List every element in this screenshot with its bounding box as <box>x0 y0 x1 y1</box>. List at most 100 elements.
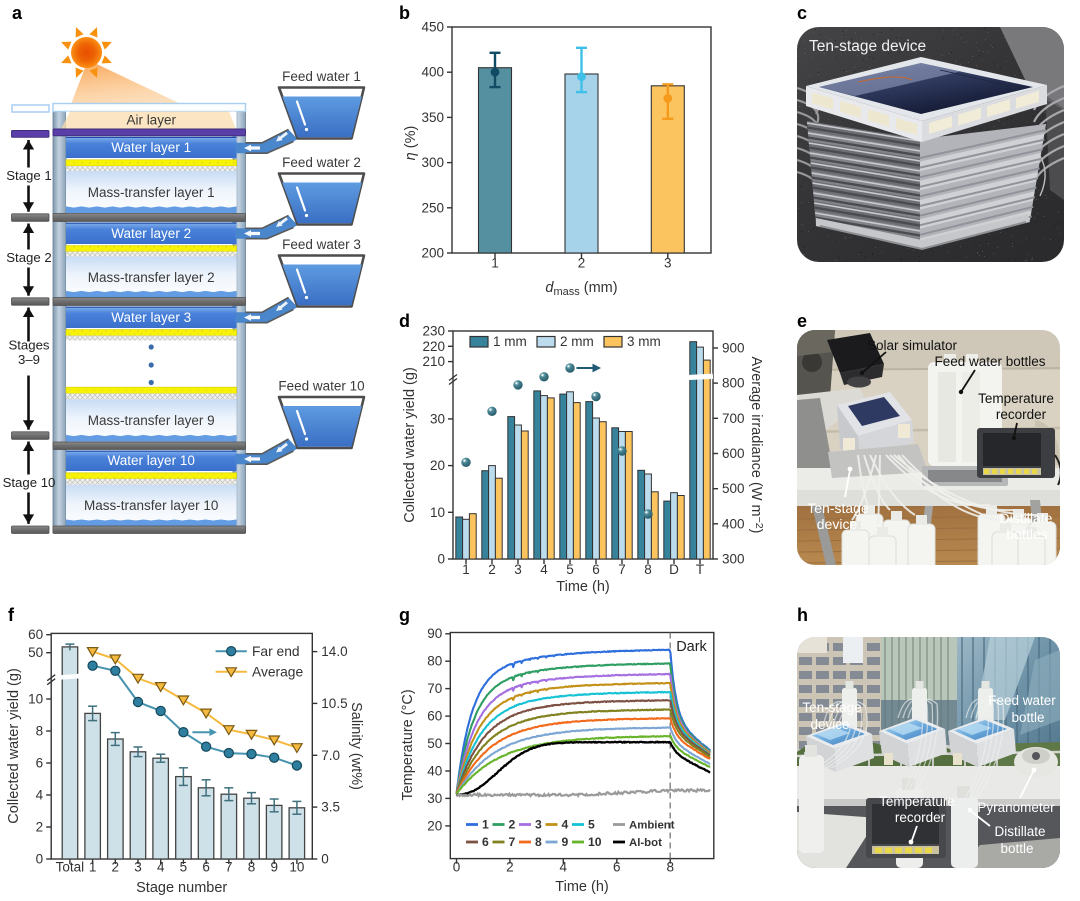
svg-text:3: 3 <box>664 256 672 271</box>
svg-text:Salinity (wt%): Salinity (wt%) <box>348 702 364 790</box>
svg-text:800: 800 <box>722 376 745 391</box>
svg-text:f: f <box>8 605 15 625</box>
svg-text:bottles: bottles <box>1006 526 1047 542</box>
svg-text:Water layer 3: Water layer 3 <box>111 310 191 325</box>
svg-text:Time (h): Time (h) <box>555 879 608 895</box>
svg-text:Mass-transfer layer 2: Mass-transfer layer 2 <box>88 270 215 285</box>
svg-text:Temperature: Temperature <box>879 794 955 809</box>
svg-text:20: 20 <box>427 818 442 833</box>
svg-text:3: 3 <box>514 562 522 577</box>
svg-text:d: d <box>399 311 410 331</box>
svg-text:Stage 10: Stage 10 <box>3 475 56 490</box>
svg-text:2: 2 <box>112 860 120 875</box>
svg-text:recorder: recorder <box>895 810 946 825</box>
svg-text:3–9: 3–9 <box>18 352 40 367</box>
svg-text:Solar simulator: Solar simulator <box>867 338 958 353</box>
svg-text:2: 2 <box>36 820 44 835</box>
svg-text:350: 350 <box>421 110 444 125</box>
svg-text:Feed water: Feed water <box>988 693 1056 708</box>
svg-text:90: 90 <box>427 626 442 641</box>
svg-text:Air layer: Air layer <box>126 113 176 128</box>
svg-text:1: 1 <box>462 562 470 577</box>
svg-text:Feed water 2: Feed water 2 <box>282 155 361 170</box>
svg-text:e: e <box>797 311 807 331</box>
svg-text:Collected water yield (g): Collected water yield (g) <box>402 367 418 523</box>
svg-text:1: 1 <box>491 256 499 271</box>
svg-text:bottle: bottle <box>1011 710 1044 725</box>
svg-text:Total: Total <box>56 860 85 875</box>
svg-text:Ambient: Ambient <box>629 820 675 832</box>
svg-text:8: 8 <box>666 860 674 875</box>
svg-text:10: 10 <box>430 505 445 520</box>
svg-text:9: 9 <box>562 835 569 849</box>
svg-text:1 mm: 1 mm <box>493 334 527 349</box>
svg-text:8: 8 <box>248 860 256 875</box>
svg-text:4: 4 <box>540 562 548 577</box>
svg-text:30: 30 <box>430 411 445 426</box>
svg-text:80: 80 <box>427 654 442 669</box>
svg-text:5: 5 <box>566 562 574 577</box>
svg-text:4: 4 <box>560 860 568 875</box>
svg-text:3.5: 3.5 <box>321 800 340 815</box>
svg-text:Distillate: Distillate <box>1000 510 1053 526</box>
svg-text:Collected water yield (g): Collected water yield (g) <box>6 668 22 824</box>
svg-text:2: 2 <box>578 256 586 271</box>
svg-text:20: 20 <box>430 458 445 473</box>
svg-text:5: 5 <box>180 860 188 875</box>
svg-text:Mass-transfer layer 10: Mass-transfer layer 10 <box>84 498 218 513</box>
svg-text:Stage 1: Stage 1 <box>6 168 51 183</box>
svg-text:6: 6 <box>592 562 600 577</box>
svg-text:b: b <box>399 3 410 23</box>
svg-text:7: 7 <box>225 860 233 875</box>
svg-text:10: 10 <box>588 835 602 849</box>
svg-text:7: 7 <box>618 562 626 577</box>
svg-text:0: 0 <box>437 552 445 567</box>
svg-text:Mass-transfer layer 9: Mass-transfer layer 9 <box>88 413 215 428</box>
svg-text:250: 250 <box>421 200 444 215</box>
svg-text:Stages: Stages <box>8 338 49 353</box>
svg-text:g: g <box>399 605 410 625</box>
svg-text:4: 4 <box>36 788 44 803</box>
svg-text:50: 50 <box>427 736 442 751</box>
svg-text:Ten-stage: Ten-stage <box>807 500 869 516</box>
svg-text:dmass (mm): dmass (mm) <box>545 280 617 298</box>
svg-text:c: c <box>797 3 807 23</box>
svg-text:2: 2 <box>506 860 514 875</box>
svg-text:500: 500 <box>722 481 745 496</box>
svg-text:10: 10 <box>28 692 43 707</box>
svg-text:14.0: 14.0 <box>321 644 347 659</box>
svg-text:400: 400 <box>722 516 745 531</box>
svg-text:Temperature (°C): Temperature (°C) <box>400 689 416 800</box>
svg-text:a: a <box>12 3 23 23</box>
svg-text:600: 600 <box>722 446 745 461</box>
svg-text:30: 30 <box>427 791 442 806</box>
svg-text:2 mm: 2 mm <box>560 334 594 349</box>
svg-text:T: T <box>696 562 704 577</box>
svg-text:3 mm: 3 mm <box>627 334 661 349</box>
svg-text:Feed water 10: Feed water 10 <box>278 379 364 394</box>
svg-text:Dark: Dark <box>676 639 707 655</box>
svg-text:8: 8 <box>644 562 652 577</box>
svg-text:Pyranometer: Pyranometer <box>977 800 1055 815</box>
svg-text:300: 300 <box>421 155 444 170</box>
svg-text:220: 220 <box>422 339 445 354</box>
svg-text:Water layer 10: Water layer 10 <box>108 453 195 468</box>
svg-text:40: 40 <box>427 764 442 779</box>
svg-text:70: 70 <box>427 681 442 696</box>
svg-text:Feed water 3: Feed water 3 <box>282 237 361 252</box>
svg-text:Water layer 1: Water layer 1 <box>111 140 191 155</box>
svg-text:D: D <box>669 562 679 577</box>
svg-text:Water layer 2: Water layer 2 <box>111 226 191 241</box>
svg-text:Distillate: Distillate <box>994 824 1045 839</box>
svg-text:50: 50 <box>28 645 43 660</box>
svg-text:60: 60 <box>427 709 442 724</box>
svg-text:recorder: recorder <box>996 407 1047 422</box>
svg-text:3: 3 <box>134 860 142 875</box>
svg-text:210: 210 <box>422 354 445 369</box>
svg-text:10.5: 10.5 <box>321 696 347 711</box>
svg-text:Feed water bottles: Feed water bottles <box>934 354 1045 369</box>
svg-text:bottle: bottle <box>1000 841 1033 856</box>
svg-text:4: 4 <box>562 818 569 832</box>
svg-text:6: 6 <box>202 860 210 875</box>
svg-text:device: device <box>810 717 849 732</box>
